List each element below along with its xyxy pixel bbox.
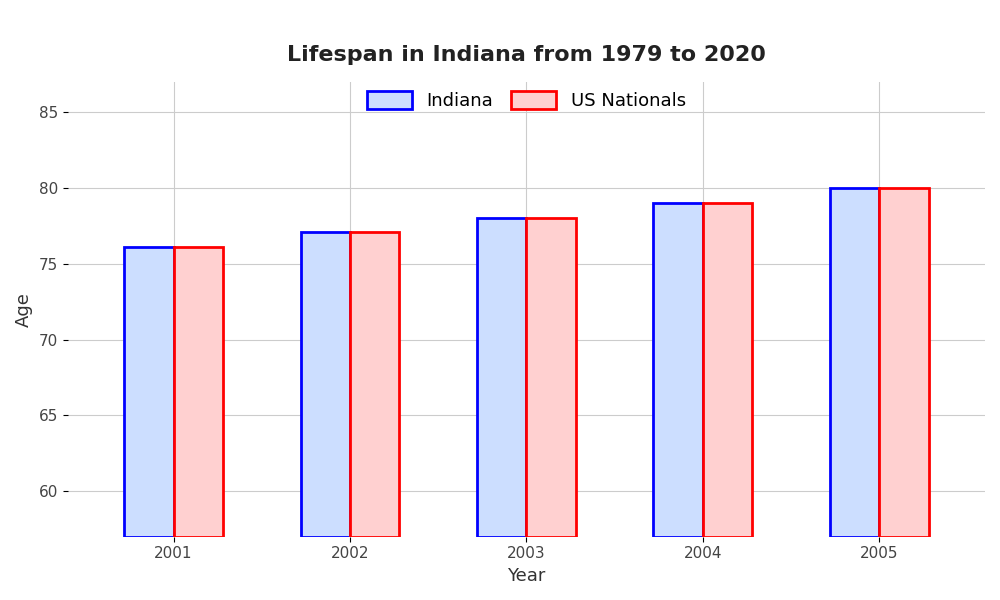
Title: Lifespan in Indiana from 1979 to 2020: Lifespan in Indiana from 1979 to 2020 xyxy=(287,45,766,65)
Bar xyxy=(124,247,174,537)
Bar xyxy=(477,218,526,537)
Bar xyxy=(703,203,752,537)
Legend: Indiana, US Nationals: Indiana, US Nationals xyxy=(358,82,695,119)
Bar xyxy=(830,188,879,537)
Y-axis label: Age: Age xyxy=(15,292,33,327)
Bar xyxy=(174,247,223,537)
X-axis label: Year: Year xyxy=(507,567,546,585)
Bar xyxy=(301,232,350,537)
Bar xyxy=(653,203,703,537)
Bar xyxy=(526,218,576,537)
Bar xyxy=(879,188,929,537)
Bar xyxy=(350,232,399,537)
